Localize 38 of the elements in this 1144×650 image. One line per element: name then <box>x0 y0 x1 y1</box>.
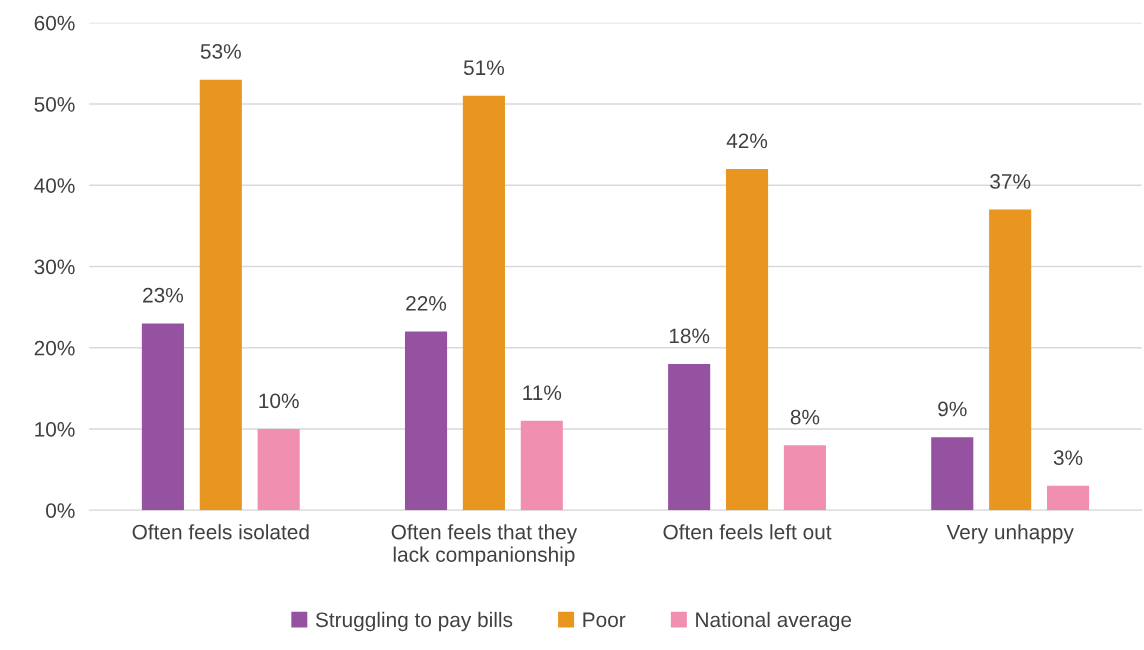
text: 22% <box>406 295 447 311</box>
bar <box>989 209 1032 511</box>
text: 11% <box>523 385 562 401</box>
y-tick-label: 10% <box>35 422 75 437</box>
bar <box>199 79 242 511</box>
legend-label: National average <box>696 611 852 632</box>
text: 10% <box>259 393 299 409</box>
y-tick-label: 30% <box>34 259 75 275</box>
bar <box>783 445 826 511</box>
bar <box>931 437 974 511</box>
bar <box>141 323 184 511</box>
text: 42% <box>726 133 768 149</box>
text: 3% <box>1053 450 1083 466</box>
x-tick-label: Very unhappy <box>946 524 1074 544</box>
bar <box>725 169 769 511</box>
x-tick-label: Often feels left out <box>663 524 832 540</box>
bar <box>404 331 448 511</box>
y-tick-label: 40% <box>34 178 75 193</box>
text: 51% <box>463 60 505 76</box>
text: 53% <box>200 44 241 59</box>
y-tick-label: 0% <box>46 503 75 518</box>
bar <box>462 95 505 511</box>
text: 23% <box>143 287 184 303</box>
bar <box>1046 485 1090 511</box>
x-tick-label: Often feels isolated <box>132 524 309 540</box>
text: 18% <box>669 328 710 344</box>
x-tick-label: Often feels that they lack companionship <box>391 524 578 566</box>
bar <box>668 364 711 511</box>
text: 9% <box>938 401 967 417</box>
bar <box>520 420 563 511</box>
bar <box>257 429 300 511</box>
text: 8% <box>790 409 820 425</box>
legend-label: Poor <box>583 612 626 628</box>
text: 37% <box>990 174 1031 189</box>
legend-label: Struggling to pay bills <box>315 611 513 632</box>
y-tick-label: 20% <box>34 340 75 356</box>
y-tick-label: 60% <box>34 15 75 31</box>
y-tick-label: 50% <box>34 97 75 112</box>
